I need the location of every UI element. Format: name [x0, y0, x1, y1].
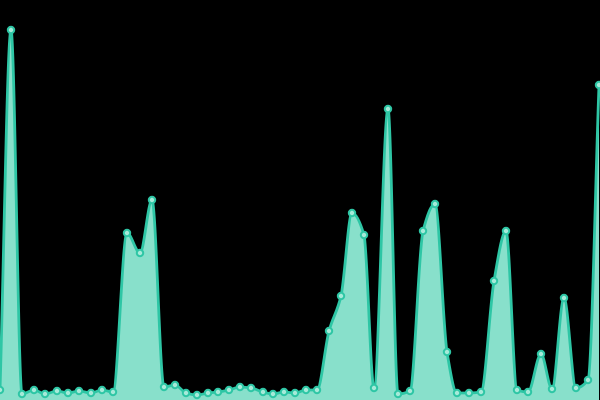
data-point-marker: [213, 387, 223, 397]
data-point-marker: [52, 386, 62, 396]
data-point-marker: [86, 388, 96, 398]
data-point-markers: [0, 25, 600, 400]
data-point-marker: [29, 385, 39, 395]
data-point-marker: [246, 383, 256, 393]
data-point-marker: [393, 389, 403, 399]
data-point-marker: [235, 382, 245, 392]
data-point-marker: [336, 291, 346, 301]
data-point-marker: [290, 388, 300, 398]
data-point-marker: [135, 248, 145, 258]
data-point-marker: [63, 388, 73, 398]
data-point-marker: [571, 383, 581, 393]
data-point-marker: [40, 389, 50, 399]
data-point-marker: [583, 375, 593, 385]
data-point-marker: [359, 230, 369, 240]
data-point-marker: [97, 385, 107, 395]
data-point-marker: [442, 347, 452, 357]
data-point-marker: [108, 387, 118, 397]
data-point-marker: [452, 388, 462, 398]
data-point-marker: [418, 226, 428, 236]
data-point-marker: [369, 383, 379, 393]
data-point-marker: [224, 385, 234, 395]
data-point-marker: [181, 388, 191, 398]
data-point-marker: [74, 386, 84, 396]
data-point-marker: [170, 380, 180, 390]
data-point-marker: [0, 385, 5, 395]
data-point-marker: [6, 25, 16, 35]
area-fill: [0, 30, 599, 400]
data-point-marker: [268, 389, 278, 399]
data-point-marker: [347, 208, 357, 218]
data-point-marker: [559, 293, 569, 303]
data-point-marker: [17, 389, 27, 399]
data-point-marker: [536, 349, 546, 359]
data-point-marker: [464, 388, 474, 398]
data-point-marker: [523, 387, 533, 397]
data-point-marker: [489, 276, 499, 286]
data-point-marker: [512, 385, 522, 395]
data-point-marker: [594, 80, 600, 90]
data-point-marker: [301, 385, 311, 395]
data-point-marker: [258, 387, 268, 397]
data-point-marker: [383, 104, 393, 114]
data-point-marker: [324, 326, 334, 336]
data-point-marker: [279, 387, 289, 397]
data-point-marker: [405, 386, 415, 396]
data-point-marker: [547, 384, 557, 394]
data-point-marker: [476, 387, 486, 397]
data-point-marker: [203, 388, 213, 398]
data-point-marker: [122, 228, 132, 238]
data-point-marker: [312, 385, 322, 395]
data-point-marker: [501, 226, 511, 236]
data-point-marker: [147, 195, 157, 205]
data-point-marker: [159, 382, 169, 392]
data-point-marker: [192, 390, 202, 400]
data-point-marker: [430, 199, 440, 209]
